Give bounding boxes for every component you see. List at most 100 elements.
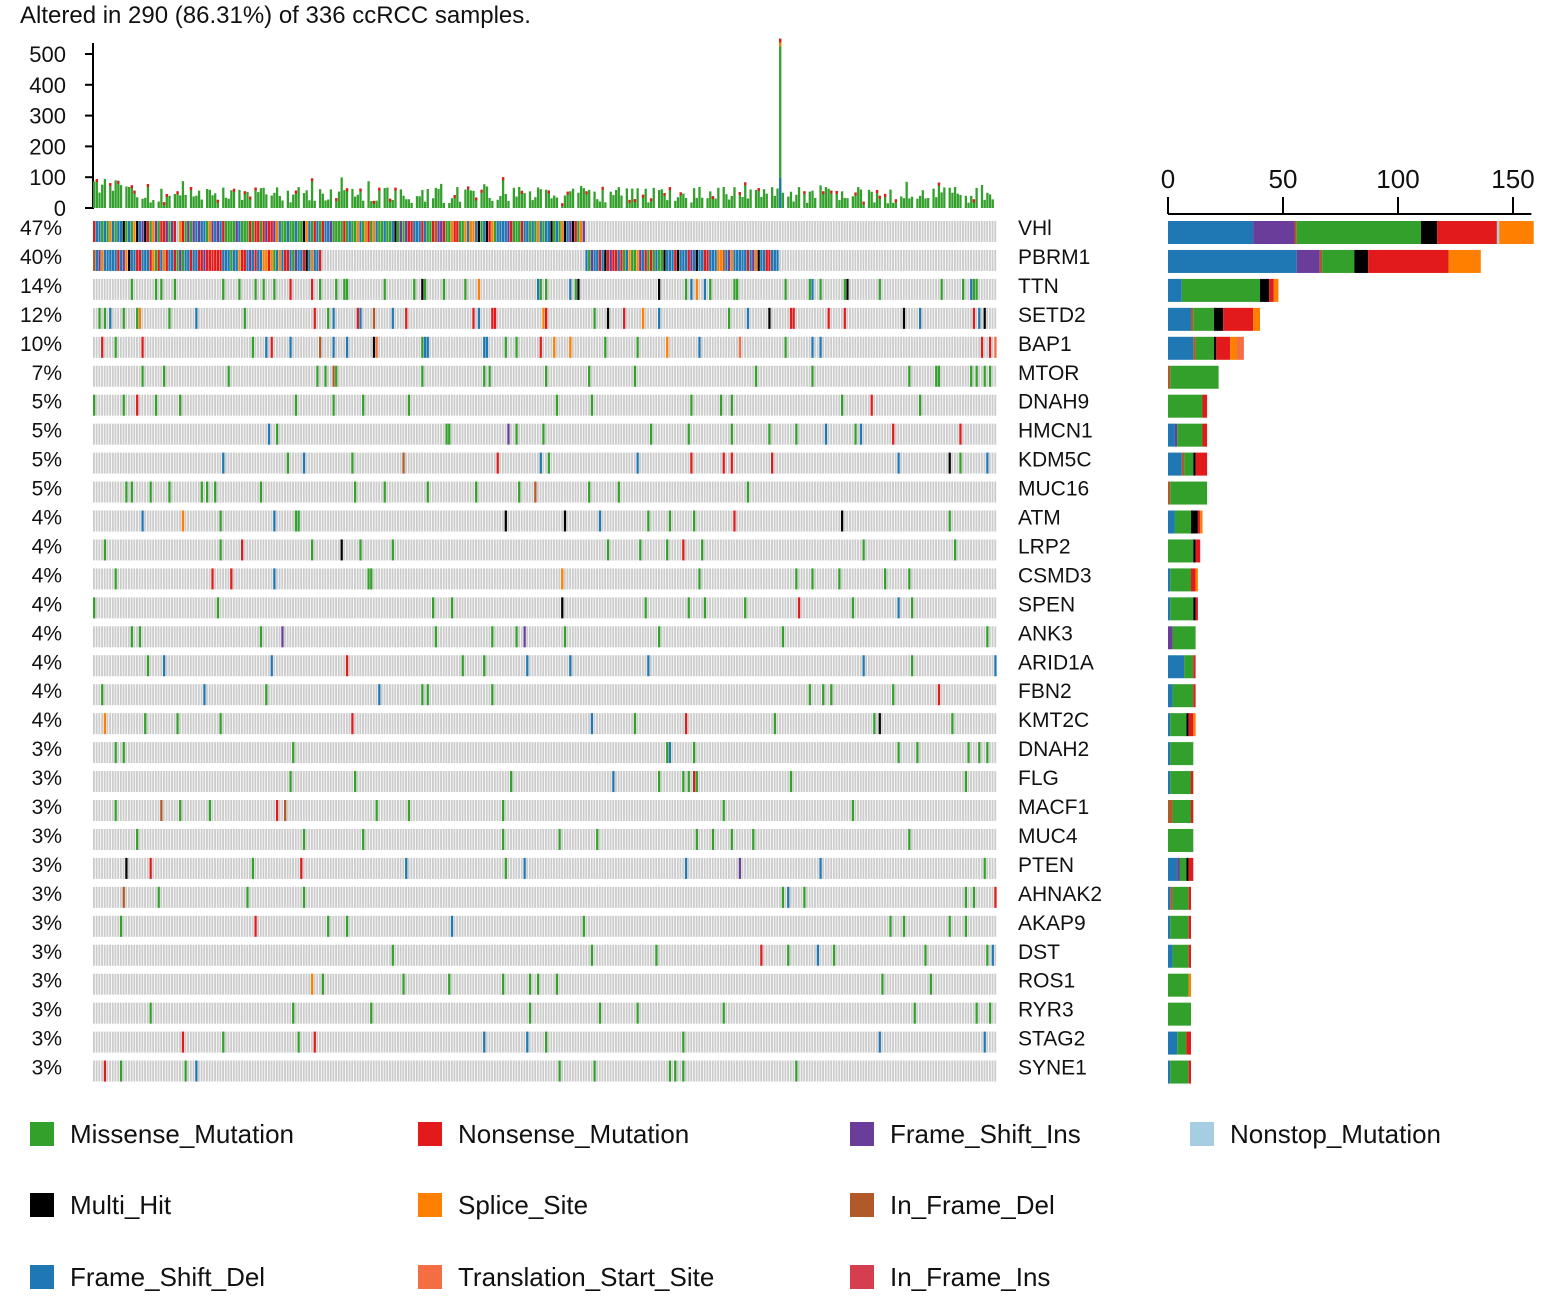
mutation-cell <box>701 249 704 271</box>
mutation-cell <box>214 481 217 503</box>
mutation-cell <box>617 249 620 271</box>
mutation-cell <box>136 394 139 416</box>
grid-cell <box>674 307 677 329</box>
grid-cell <box>910 452 913 474</box>
grid-cell <box>488 481 491 503</box>
grid-cell <box>878 365 881 387</box>
mutation-cell <box>442 221 446 242</box>
grid-cell <box>224 423 227 445</box>
grid-cell <box>687 221 690 242</box>
tmb-bar-segment <box>668 187 672 191</box>
grid-cell <box>983 423 986 445</box>
grid-cell <box>577 336 580 358</box>
grid-cell <box>214 307 216 329</box>
grid-cell <box>744 336 746 358</box>
grid-cell <box>453 510 456 532</box>
mutation-cell <box>609 249 612 271</box>
grid-cell <box>372 481 375 503</box>
grid-cell <box>450 336 453 358</box>
grid-cell <box>397 510 399 532</box>
grid-cell <box>321 249 324 271</box>
tmb-bar <box>197 190 201 208</box>
grid-cell <box>154 365 157 387</box>
grid-cell <box>649 394 652 416</box>
grid-cell <box>695 365 698 387</box>
grid-cell <box>875 394 878 416</box>
grid-cell <box>588 278 590 300</box>
grid-cell <box>162 510 165 532</box>
grid-cell <box>531 365 534 387</box>
grid-cell <box>902 336 905 358</box>
grid-cell <box>585 394 588 416</box>
grid-cell <box>663 336 666 358</box>
grid-cell <box>488 278 491 300</box>
grid-cell <box>477 510 480 532</box>
grid-cell <box>238 539 241 561</box>
grid-cell <box>824 278 827 300</box>
grid-cell <box>300 423 303 445</box>
grid-cell <box>808 365 811 387</box>
grid-cell <box>461 307 464 329</box>
grid-cell <box>986 394 989 416</box>
grid-cell <box>760 336 763 358</box>
grid-cell <box>875 249 878 271</box>
grid-cell <box>316 423 319 445</box>
grid-cell <box>625 278 628 300</box>
grid-cell <box>240 452 243 474</box>
grid-cell <box>534 510 537 532</box>
grid-cell <box>859 278 862 300</box>
grid-cell <box>415 336 418 358</box>
grid-cell <box>773 307 776 329</box>
mutation-cell <box>310 539 314 561</box>
grid-cell <box>771 307 773 329</box>
grid-cell <box>639 394 642 416</box>
grid-cell <box>590 539 593 561</box>
mutation-cell <box>278 249 281 271</box>
grid-cell <box>679 394 682 416</box>
grid-cell <box>609 394 612 416</box>
grid-cell <box>695 539 698 561</box>
tmb-bar <box>310 178 314 208</box>
grid-cell <box>407 510 410 532</box>
grid-cell <box>827 510 830 532</box>
grid-cell <box>453 307 456 329</box>
grid-cell <box>744 394 746 416</box>
mutation-cell <box>117 249 120 271</box>
grid-cell <box>165 510 168 532</box>
grid-cell <box>717 278 720 300</box>
grid-cell <box>144 539 147 561</box>
grid-cell <box>117 452 120 474</box>
grid-cell <box>886 336 889 358</box>
grid-cell <box>867 336 870 358</box>
grid-cell <box>310 394 313 416</box>
grid-cell <box>819 510 822 532</box>
grid-cell <box>913 278 916 300</box>
grid-cell <box>499 307 502 329</box>
grid-cell <box>945 423 948 445</box>
grid-cell <box>542 481 545 503</box>
grid-cell <box>768 452 771 474</box>
grid-cell <box>703 221 706 242</box>
mutation-cell <box>383 221 386 242</box>
grid-cell <box>485 278 488 300</box>
grid-cell <box>908 307 911 329</box>
grid-cell <box>832 510 835 532</box>
grid-cell <box>776 365 779 387</box>
tmb-bar-segment <box>779 42 782 47</box>
grid-cell <box>795 336 798 358</box>
grid-cell <box>601 307 604 329</box>
mutation-cell <box>507 221 510 242</box>
grid-cell <box>259 510 262 532</box>
mutation-cell <box>230 249 233 271</box>
grid-cell <box>464 307 467 329</box>
grid-cell <box>733 394 736 416</box>
tmb-bar <box>601 186 604 208</box>
tmb-bar-segment <box>216 199 220 203</box>
grid-cell <box>119 336 122 358</box>
grid-cell <box>558 481 561 503</box>
grid-cell <box>709 539 712 561</box>
grid-cell <box>335 510 338 532</box>
grid-cell <box>157 336 160 358</box>
grid-cell <box>305 539 308 561</box>
